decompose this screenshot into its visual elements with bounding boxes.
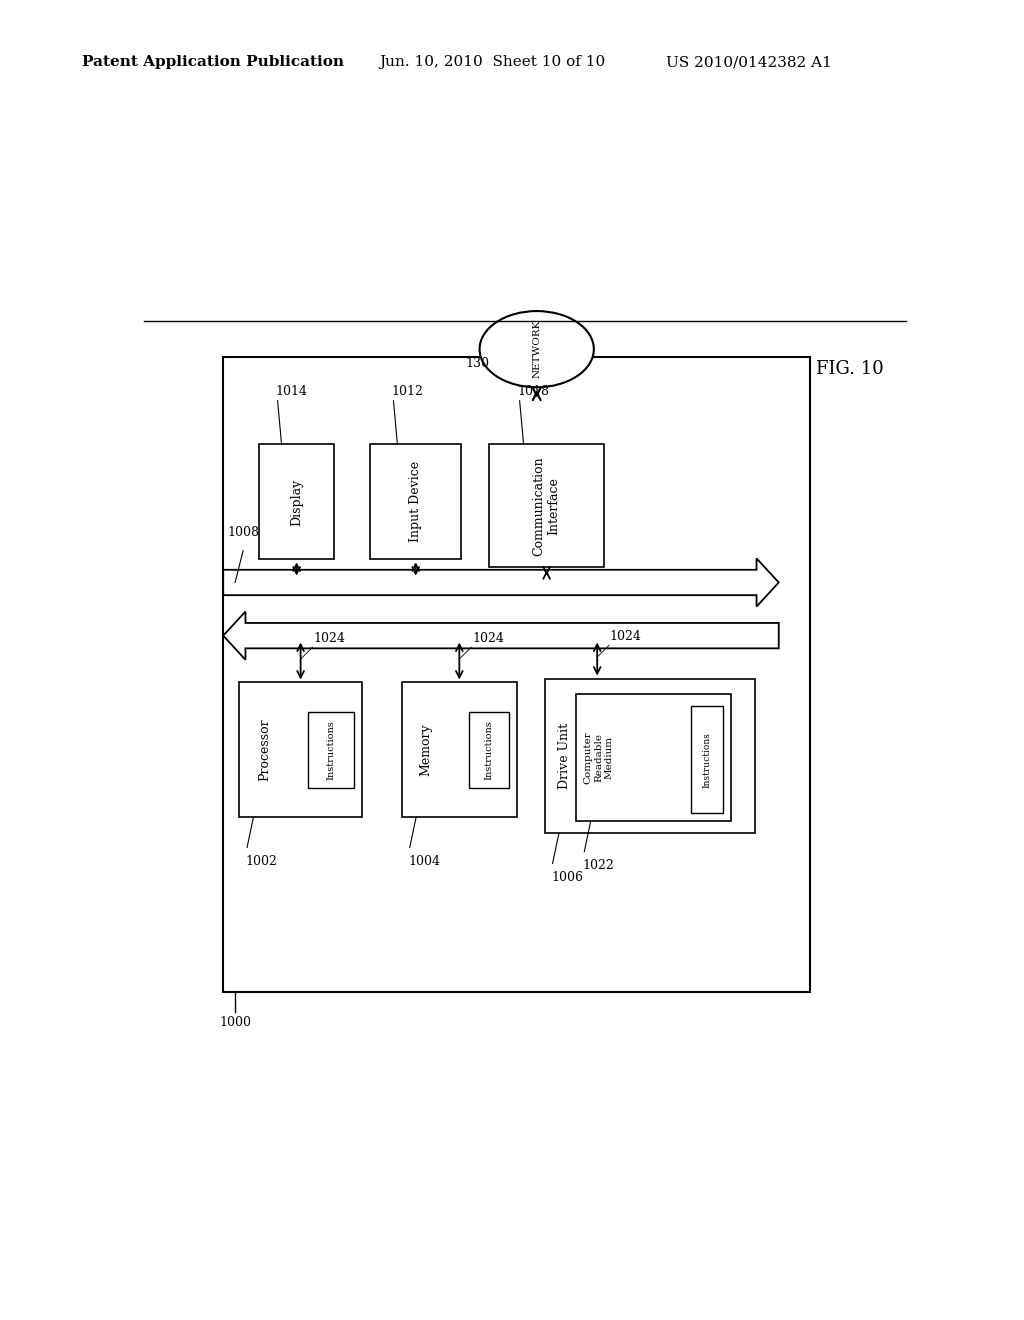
Text: 1004: 1004 (409, 855, 440, 869)
FancyArrow shape (223, 558, 778, 607)
Bar (401, 682, 517, 817)
Bar (469, 713, 509, 788)
Text: Display: Display (290, 478, 303, 525)
Text: 1012: 1012 (391, 385, 423, 399)
Text: Communication
Interface: Communication Interface (532, 457, 560, 556)
Text: Computer
Readable
Medium: Computer Readable Medium (584, 731, 613, 784)
Bar (240, 682, 362, 817)
Bar (577, 694, 731, 821)
Text: 1024: 1024 (610, 630, 642, 643)
Text: 1002: 1002 (246, 855, 278, 869)
Text: Input Device: Input Device (410, 462, 422, 543)
Text: Instructions: Instructions (327, 719, 336, 780)
Text: US 2010/0142382 A1: US 2010/0142382 A1 (666, 55, 831, 70)
Text: Memory: Memory (419, 723, 432, 776)
Bar (545, 678, 755, 833)
Text: 1018: 1018 (517, 385, 549, 399)
Text: 1014: 1014 (275, 385, 307, 399)
Text: Instructions: Instructions (484, 719, 494, 780)
Text: Drive Unit: Drive Unit (558, 723, 571, 789)
Text: NETWORK: NETWORK (532, 319, 542, 379)
Ellipse shape (479, 312, 594, 387)
Text: Jun. 10, 2010  Sheet 10 of 10: Jun. 10, 2010 Sheet 10 of 10 (379, 55, 605, 70)
FancyArrow shape (223, 611, 778, 660)
Bar (223, 358, 811, 991)
Text: 1024: 1024 (313, 632, 345, 644)
Text: Processor: Processor (258, 718, 271, 781)
Text: Instructions: Instructions (702, 731, 712, 788)
Bar (259, 445, 334, 560)
Bar (691, 706, 723, 813)
Text: 1022: 1022 (583, 859, 614, 873)
Bar (370, 445, 461, 560)
Text: 1000: 1000 (219, 1016, 251, 1028)
Text: 1006: 1006 (551, 871, 583, 884)
Text: 130: 130 (465, 356, 489, 370)
Bar (308, 713, 354, 788)
Bar (489, 445, 604, 568)
Text: 1024: 1024 (472, 632, 504, 644)
Text: FIG. 10: FIG. 10 (816, 360, 884, 378)
Text: 1008: 1008 (227, 525, 259, 539)
Text: Patent Application Publication: Patent Application Publication (82, 55, 344, 70)
